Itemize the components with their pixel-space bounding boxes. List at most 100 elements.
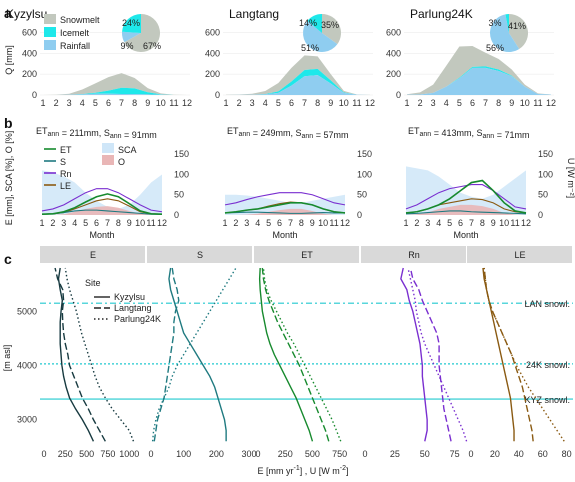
snowmelt-area [407,45,551,95]
facet-strip [147,246,252,263]
x-tick-label: 2 [233,218,238,228]
y-tick-label: 100 [357,169,372,179]
x-tick-label: 20 [490,449,500,459]
profile-langtang [409,267,452,442]
x-tick-label: 0 [362,449,367,459]
x-tick-label: 1000 [119,449,139,459]
x-tick-label: 12 [365,98,375,108]
et-line [405,179,527,214]
x-tick-label: 25 [390,449,400,459]
x-tick-label: 11 [329,218,338,228]
profile-kyzylsu [168,267,227,442]
pie-label-rainfall: 9% [120,41,133,51]
legend-label-langtang: Langtang [114,303,152,313]
annotation-part: = 91mm [122,130,157,140]
legend-key-o [102,155,114,165]
x-tick-label: 6 [277,218,282,228]
x-tick-label: 4 [80,98,85,108]
x-tick-label: 3 [425,218,430,228]
facet-label: E [90,250,96,260]
site-title: Kyzylsu [6,7,47,21]
legend-label-icemelt: Icemelt [60,28,90,38]
x-tick-label: 250 [58,449,73,459]
pie-slice-snowmelt [322,14,341,45]
x-tick-label: 10 [135,218,145,228]
y-tick-label: 0 [538,210,543,220]
label-part: ] [346,466,349,476]
y-tick-label: 5000 [17,306,37,316]
panel-a-label: a [4,5,12,21]
x-axis-label: Month [272,230,297,240]
x-tick-label: 8 [496,98,501,108]
pie-label-snowmelt: 41% [508,21,526,31]
x-tick-label: 11 [146,218,155,228]
y-tick-label: 200 [205,69,220,79]
x-tick-label: 1 [222,218,227,228]
profile-kyzylsu [57,267,95,442]
sca-area [42,170,162,215]
x-tick-label: 9 [310,218,315,228]
x-tick-label: 9 [509,98,514,108]
subscript: ann [302,133,314,140]
facet-strip [254,246,359,263]
x-tick-label: 2 [414,218,419,228]
label-part: ] , U [W m [300,466,340,476]
panel-c: LAN snowl.24K snowl.KYZ snowl.E0 250 500 75… [2,246,573,476]
et-line [224,202,346,214]
y-tick-label: 0 [357,210,362,220]
x-tick-label: 11 [169,98,178,108]
x-tick-label: 7 [302,98,307,108]
x-tick-label: 8 [315,98,320,108]
y-tick-label: 400 [22,48,37,58]
label-part: E [mm yr [258,466,294,476]
annotation-part: = 211mm, [59,128,104,138]
x-tick-label: 12 [182,98,192,108]
et-line [41,193,163,215]
legend-label-snowmelt: Snowmelt [60,15,100,25]
legend-key-icemelt [44,27,56,37]
x-tick-label: 6 [470,98,475,108]
x-tick-label: 7 [119,98,124,108]
x-tick-label: 2 [54,98,59,108]
pie-slice-icemelt [122,14,141,33]
y-tick-label: 50 [357,190,367,200]
x-tick-label: 8 [480,218,485,228]
annual-summary: ETann = 413mm, Sann = 71mm [408,126,529,140]
legend-label-kyzylsu: Kyzylsu [114,292,145,302]
y-tick-label: 150 [538,149,553,159]
x-tick-label: 300 [241,449,256,459]
facet-le: LE 0 20 40 60 80 [467,246,572,459]
x-tick-label: 1 [404,98,409,108]
annual-summary: ETann = 249mm, Sann = 57mm [227,126,348,140]
rainfall-area [226,75,370,95]
x-tick-label: 4 [255,218,260,228]
legend-key-snowmelt [44,14,56,24]
snowmelt-area [43,73,187,95]
s-line [405,210,527,215]
x-tick-label: 0 [148,449,153,459]
y-tick-label: 150 [357,149,372,159]
pie-label-rainfall: 56% [486,43,504,53]
x-tick-label: 0 [41,449,46,459]
annotation-part: S [104,128,110,138]
snowmelt-area [226,55,370,95]
x-tick-label: 10 [318,218,328,228]
x-tick-label: 9 [127,218,132,228]
x-tick-label: 3 [250,98,255,108]
x-tick-label: 5 [83,218,88,228]
subscript: ann [239,131,251,138]
icemelt-area [43,87,187,95]
x-tick-label: 12 [157,218,167,228]
x-tick-label: 100 [176,449,191,459]
legend-label-s: S [60,157,66,167]
pie-slice-rainfall [303,20,338,52]
pie-slice-icemelt [505,14,509,33]
x-tick-label: 750 [100,449,115,459]
legend-label-parlung24k: Parlung24K [114,314,161,324]
rainfall-area [43,93,187,95]
profile-langtang [54,267,106,442]
x-tick-label: 10 [520,98,530,108]
